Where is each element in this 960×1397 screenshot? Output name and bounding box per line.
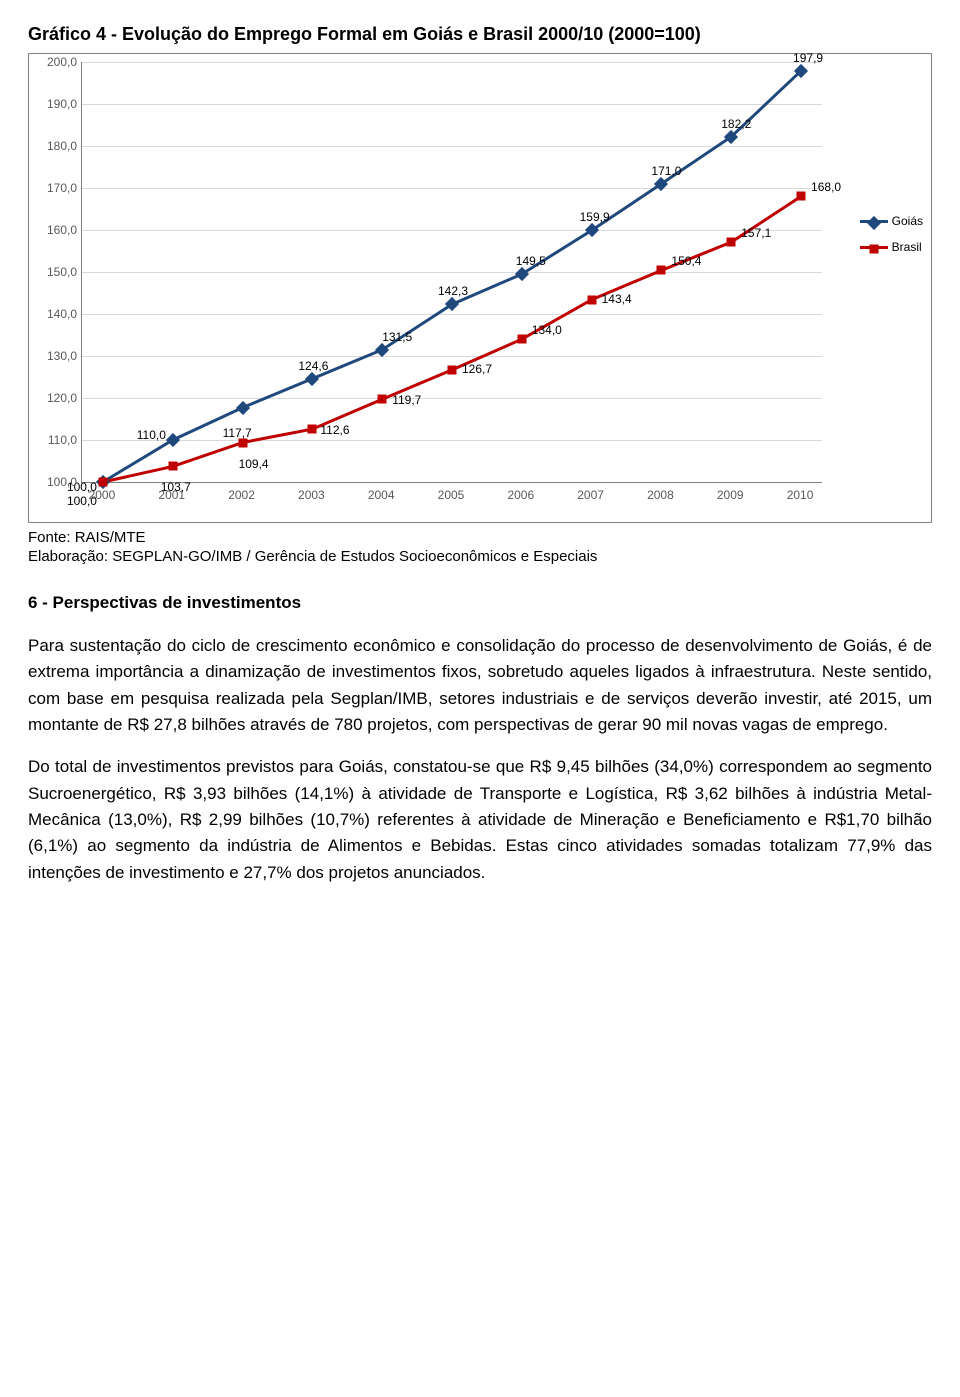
series-datalabel-brasil: 119,7 — [392, 393, 421, 407]
x-axis-tick: 2003 — [298, 488, 325, 502]
series-datalabel-goias: 197,9 — [793, 51, 823, 65]
series-datalabel-goias: 159,9 — [580, 210, 610, 224]
square-icon — [869, 244, 878, 253]
diamond-icon — [867, 215, 881, 229]
x-axis-tick: 2010 — [787, 488, 814, 502]
series-datalabel-brasil: 157,1 — [741, 226, 771, 240]
series-datalabel-goias: 182,2 — [721, 117, 751, 131]
chart-legend: Goiás Brasil — [860, 214, 923, 266]
chart-lines-svg — [82, 62, 822, 482]
x-axis-tick: 2008 — [647, 488, 674, 502]
legend-label: Brasil — [892, 240, 922, 254]
series-datalabel-brasil: 109,4 — [239, 457, 269, 471]
chart-source-line2: Elaboração: SEGPLAN-GO/IMB / Gerência de… — [28, 548, 932, 565]
legend-item: Brasil — [860, 240, 923, 254]
series-datalabel-goias: 131,5 — [382, 330, 412, 344]
series-marker-brasil — [797, 192, 806, 201]
y-axis-tick: 170,0 — [31, 181, 77, 195]
series-datalabel-brasil: 126,7 — [462, 362, 492, 376]
series-datalabel-brasil: 168,0 — [811, 180, 841, 194]
series-datalabel-brasil: 112,6 — [320, 423, 349, 437]
series-datalabel-goias: 124,6 — [298, 359, 328, 373]
body-paragraph-2: Do total de investimentos previstos para… — [28, 754, 932, 886]
y-axis-tick: 190,0 — [31, 97, 77, 111]
y-axis-tick: 100,0 — [31, 475, 77, 489]
y-axis-tick: 160,0 — [31, 223, 77, 237]
series-datalabel-goias: 110,0 — [137, 428, 166, 442]
x-axis-tick: 2006 — [507, 488, 534, 502]
series-datalabel-goias: 142,3 — [438, 284, 468, 298]
chart-container: 100,0110,0117,7124,6131,5142,3149,5159,9… — [28, 53, 932, 523]
y-axis-tick: 180,0 — [31, 139, 77, 153]
chart-plot-area: 100,0110,0117,7124,6131,5142,3149,5159,9… — [81, 62, 822, 483]
series-marker-brasil — [448, 365, 457, 374]
series-datalabel-brasil: 143,4 — [602, 292, 632, 306]
legend-label: Goiás — [892, 214, 923, 228]
series-datalabel-brasil: 150,4 — [671, 254, 701, 268]
series-datalabel-goias: 171,0 — [651, 164, 681, 178]
legend-item: Goiás — [860, 214, 923, 228]
y-axis-tick: 200,0 — [31, 55, 77, 69]
x-axis-tick: 2000 — [89, 488, 116, 502]
x-axis-tick: 2007 — [577, 488, 604, 502]
series-marker-brasil — [727, 238, 736, 247]
series-marker-brasil — [238, 438, 247, 447]
y-axis-tick: 150,0 — [31, 265, 77, 279]
series-line-goias — [103, 71, 801, 482]
body-paragraph-1: Para sustentação do ciclo de crescimento… — [28, 633, 932, 738]
y-axis-tick: 120,0 — [31, 391, 77, 405]
series-marker-brasil — [517, 335, 526, 344]
x-axis-tick: 2005 — [438, 488, 465, 502]
y-axis-tick: 140,0 — [31, 307, 77, 321]
series-line-brasil — [103, 196, 801, 482]
y-axis-tick: 130,0 — [31, 349, 77, 363]
section-heading: 6 - Perspectivas de investimentos — [28, 593, 932, 613]
series-marker-brasil — [98, 478, 107, 487]
x-axis-tick: 2002 — [228, 488, 255, 502]
x-axis-tick: 2004 — [368, 488, 395, 502]
series-marker-brasil — [168, 462, 177, 471]
series-marker-brasil — [378, 395, 387, 404]
chart-title: Gráfico 4 - Evolução do Emprego Formal e… — [28, 24, 932, 45]
series-marker-brasil — [657, 266, 666, 275]
y-axis-tick: 110,0 — [31, 433, 77, 447]
series-marker-brasil — [587, 295, 596, 304]
series-datalabel-brasil: 134,0 — [532, 323, 562, 337]
x-axis-tick: 2009 — [717, 488, 744, 502]
series-marker-brasil — [308, 425, 317, 434]
x-axis-tick: 2001 — [158, 488, 185, 502]
series-datalabel-goias: 149,5 — [516, 254, 546, 268]
chart-source-line1: Fonte: RAIS/MTE — [28, 529, 932, 546]
